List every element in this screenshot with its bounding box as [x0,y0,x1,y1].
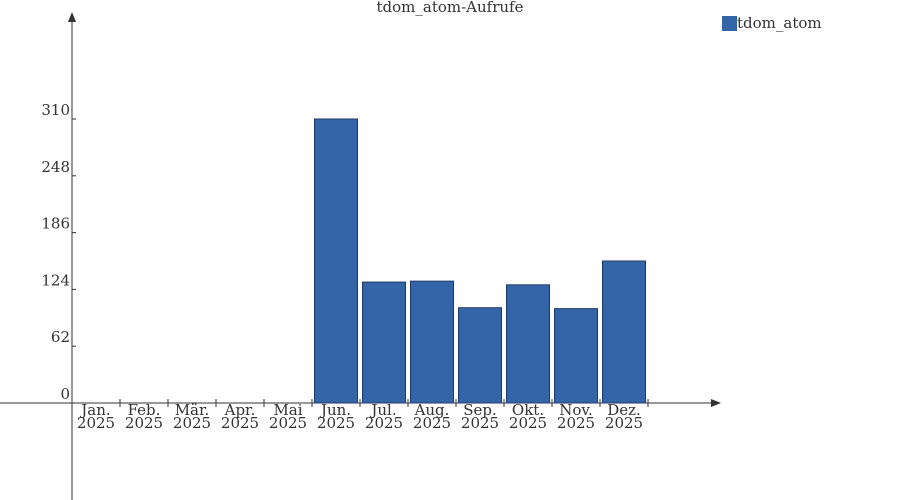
x-tick-label: Nov. 2025 [556,401,596,432]
x-tick-label: Mai 2025 [268,401,308,432]
bar [410,280,454,404]
x-axis-arrow [711,399,721,407]
y-axis-arrow [68,12,76,22]
y-tick-label: 0 [60,385,70,403]
bar [554,308,598,404]
bar [602,260,646,404]
x-tick-label: Jan. 2025 [76,401,116,432]
legend-swatch [722,16,737,31]
bar [506,284,550,404]
x-tick-label: Dez. 2025 [604,401,644,432]
y-tick-label: 310 [41,101,70,119]
y-tick-label: 62 [51,328,70,346]
x-tick-label: Feb. 2025 [124,401,164,432]
x-tick-label: Okt. 2025 [508,401,548,432]
y-tick-label: 124 [41,271,70,289]
y-tick-label: 186 [41,215,70,233]
x-tick-label: Apr. 2025 [220,401,260,432]
bar [458,307,502,404]
x-tick-label: Mär. 2025 [172,401,212,432]
bar [314,118,358,404]
x-tick-label: Aug. 2025 [412,401,452,432]
y-tick-label: 248 [41,158,70,176]
bar [362,281,406,404]
x-tick-label: Jul. 2025 [364,401,404,432]
chart-title: tdom_atom-Aufrufe [377,0,524,16]
x-tick-label: Jun. 2025 [316,401,356,432]
x-tick-label: Sep. 2025 [460,401,500,432]
legend-label: tdom_atom [737,14,822,32]
